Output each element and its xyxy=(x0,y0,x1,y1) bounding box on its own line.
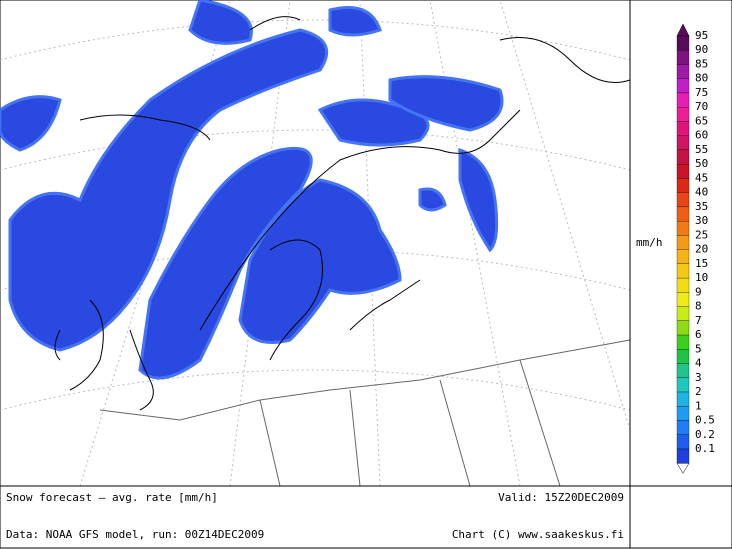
colorbar-label: 60 xyxy=(695,129,708,142)
colorbar-cell xyxy=(676,391,690,407)
colorbar-label: 20 xyxy=(695,243,708,256)
colorbar-cell xyxy=(676,306,690,321)
footer-title: Snow forecast — avg. rate [mm/h] xyxy=(6,491,218,504)
colorbar-cell xyxy=(676,92,690,108)
colorbar-label: 3 xyxy=(695,371,702,384)
colorbar-cell xyxy=(676,277,690,293)
colorbar-cell xyxy=(676,35,690,51)
colorbar-label: 0.1 xyxy=(695,442,715,455)
colorbar-label: 9 xyxy=(695,285,702,298)
colorbar-label: 7 xyxy=(695,314,702,327)
colorbar-label: 1 xyxy=(695,399,702,412)
colorbar-label: 0.2 xyxy=(695,428,715,441)
colorbar-label: 40 xyxy=(695,186,708,199)
colorbar-label: 8 xyxy=(695,300,702,313)
colorbar-cell xyxy=(676,78,690,94)
colorbar-cell xyxy=(676,135,690,151)
colorbar-cell xyxy=(676,292,690,307)
colorbar-label: 4 xyxy=(695,357,702,370)
colorbar-label: 75 xyxy=(695,86,708,99)
colorbar-label: 5 xyxy=(695,342,702,355)
colorbar-cell xyxy=(676,406,690,421)
colorbar-cell xyxy=(676,164,690,179)
colorbar-label: 70 xyxy=(695,100,708,113)
footer: Snow forecast — avg. rate [mm/h] Valid: … xyxy=(0,485,732,549)
colorbar-cell xyxy=(676,235,690,250)
colorbar-cell xyxy=(676,107,690,122)
colorbar-cell xyxy=(676,149,690,165)
map xyxy=(0,0,631,487)
colorbar-cell xyxy=(676,192,690,208)
colorbar-cell xyxy=(676,206,690,222)
colorbar-label: 10 xyxy=(695,271,708,284)
colorbar-label: 30 xyxy=(695,214,708,227)
colorbar-cell xyxy=(676,64,690,79)
colorbar-cell xyxy=(676,448,690,464)
colorbar: 9590858075706560555045403530252015109876… xyxy=(676,23,715,474)
colorbar-label: 85 xyxy=(695,57,708,70)
colorbar-label: 0.5 xyxy=(695,414,715,427)
colorbar-bottom-arrow xyxy=(676,462,690,474)
colorbar-cell xyxy=(676,363,690,378)
colorbar-cell xyxy=(676,121,690,136)
footer-data: Data: NOAA GFS model, run: 00Z14DEC2009 xyxy=(6,528,264,541)
colorbar-label: 6 xyxy=(695,328,702,341)
colorbar-label: 50 xyxy=(695,157,708,170)
colorbar-label: 90 xyxy=(695,43,708,56)
colorbar-cell xyxy=(676,434,690,450)
colorbar-cell xyxy=(676,320,690,336)
colorbar-cell xyxy=(676,178,690,193)
colorbar-label: 55 xyxy=(695,143,708,156)
colorbar-cell xyxy=(676,420,690,435)
colorbar-cell xyxy=(676,263,690,279)
colorbar-cell xyxy=(676,220,690,236)
colorbar-label: 80 xyxy=(695,72,708,85)
colorbar-label: 25 xyxy=(695,228,708,241)
legend-panel: mm/h 95908580757065605550454035302520151… xyxy=(629,0,732,487)
footer-valid: Valid: 15Z20DEC2009 xyxy=(498,491,624,504)
colorbar-label: 45 xyxy=(695,171,708,184)
colorbar-cell xyxy=(676,249,690,265)
colorbar-label: 35 xyxy=(695,200,708,213)
colorbar-cell xyxy=(676,377,690,393)
colorbar-cell xyxy=(676,349,690,364)
colorbar-label: 15 xyxy=(695,257,708,270)
legend-unit: mm/h xyxy=(636,236,663,249)
colorbar-label: 95 xyxy=(695,29,708,42)
colorbar-label: 65 xyxy=(695,114,708,127)
colorbar-cell xyxy=(676,50,690,65)
colorbar-cell xyxy=(676,334,690,350)
footer-credit: Chart (C) www.saakeskus.fi xyxy=(452,528,624,541)
colorbar-label: 2 xyxy=(695,385,702,398)
